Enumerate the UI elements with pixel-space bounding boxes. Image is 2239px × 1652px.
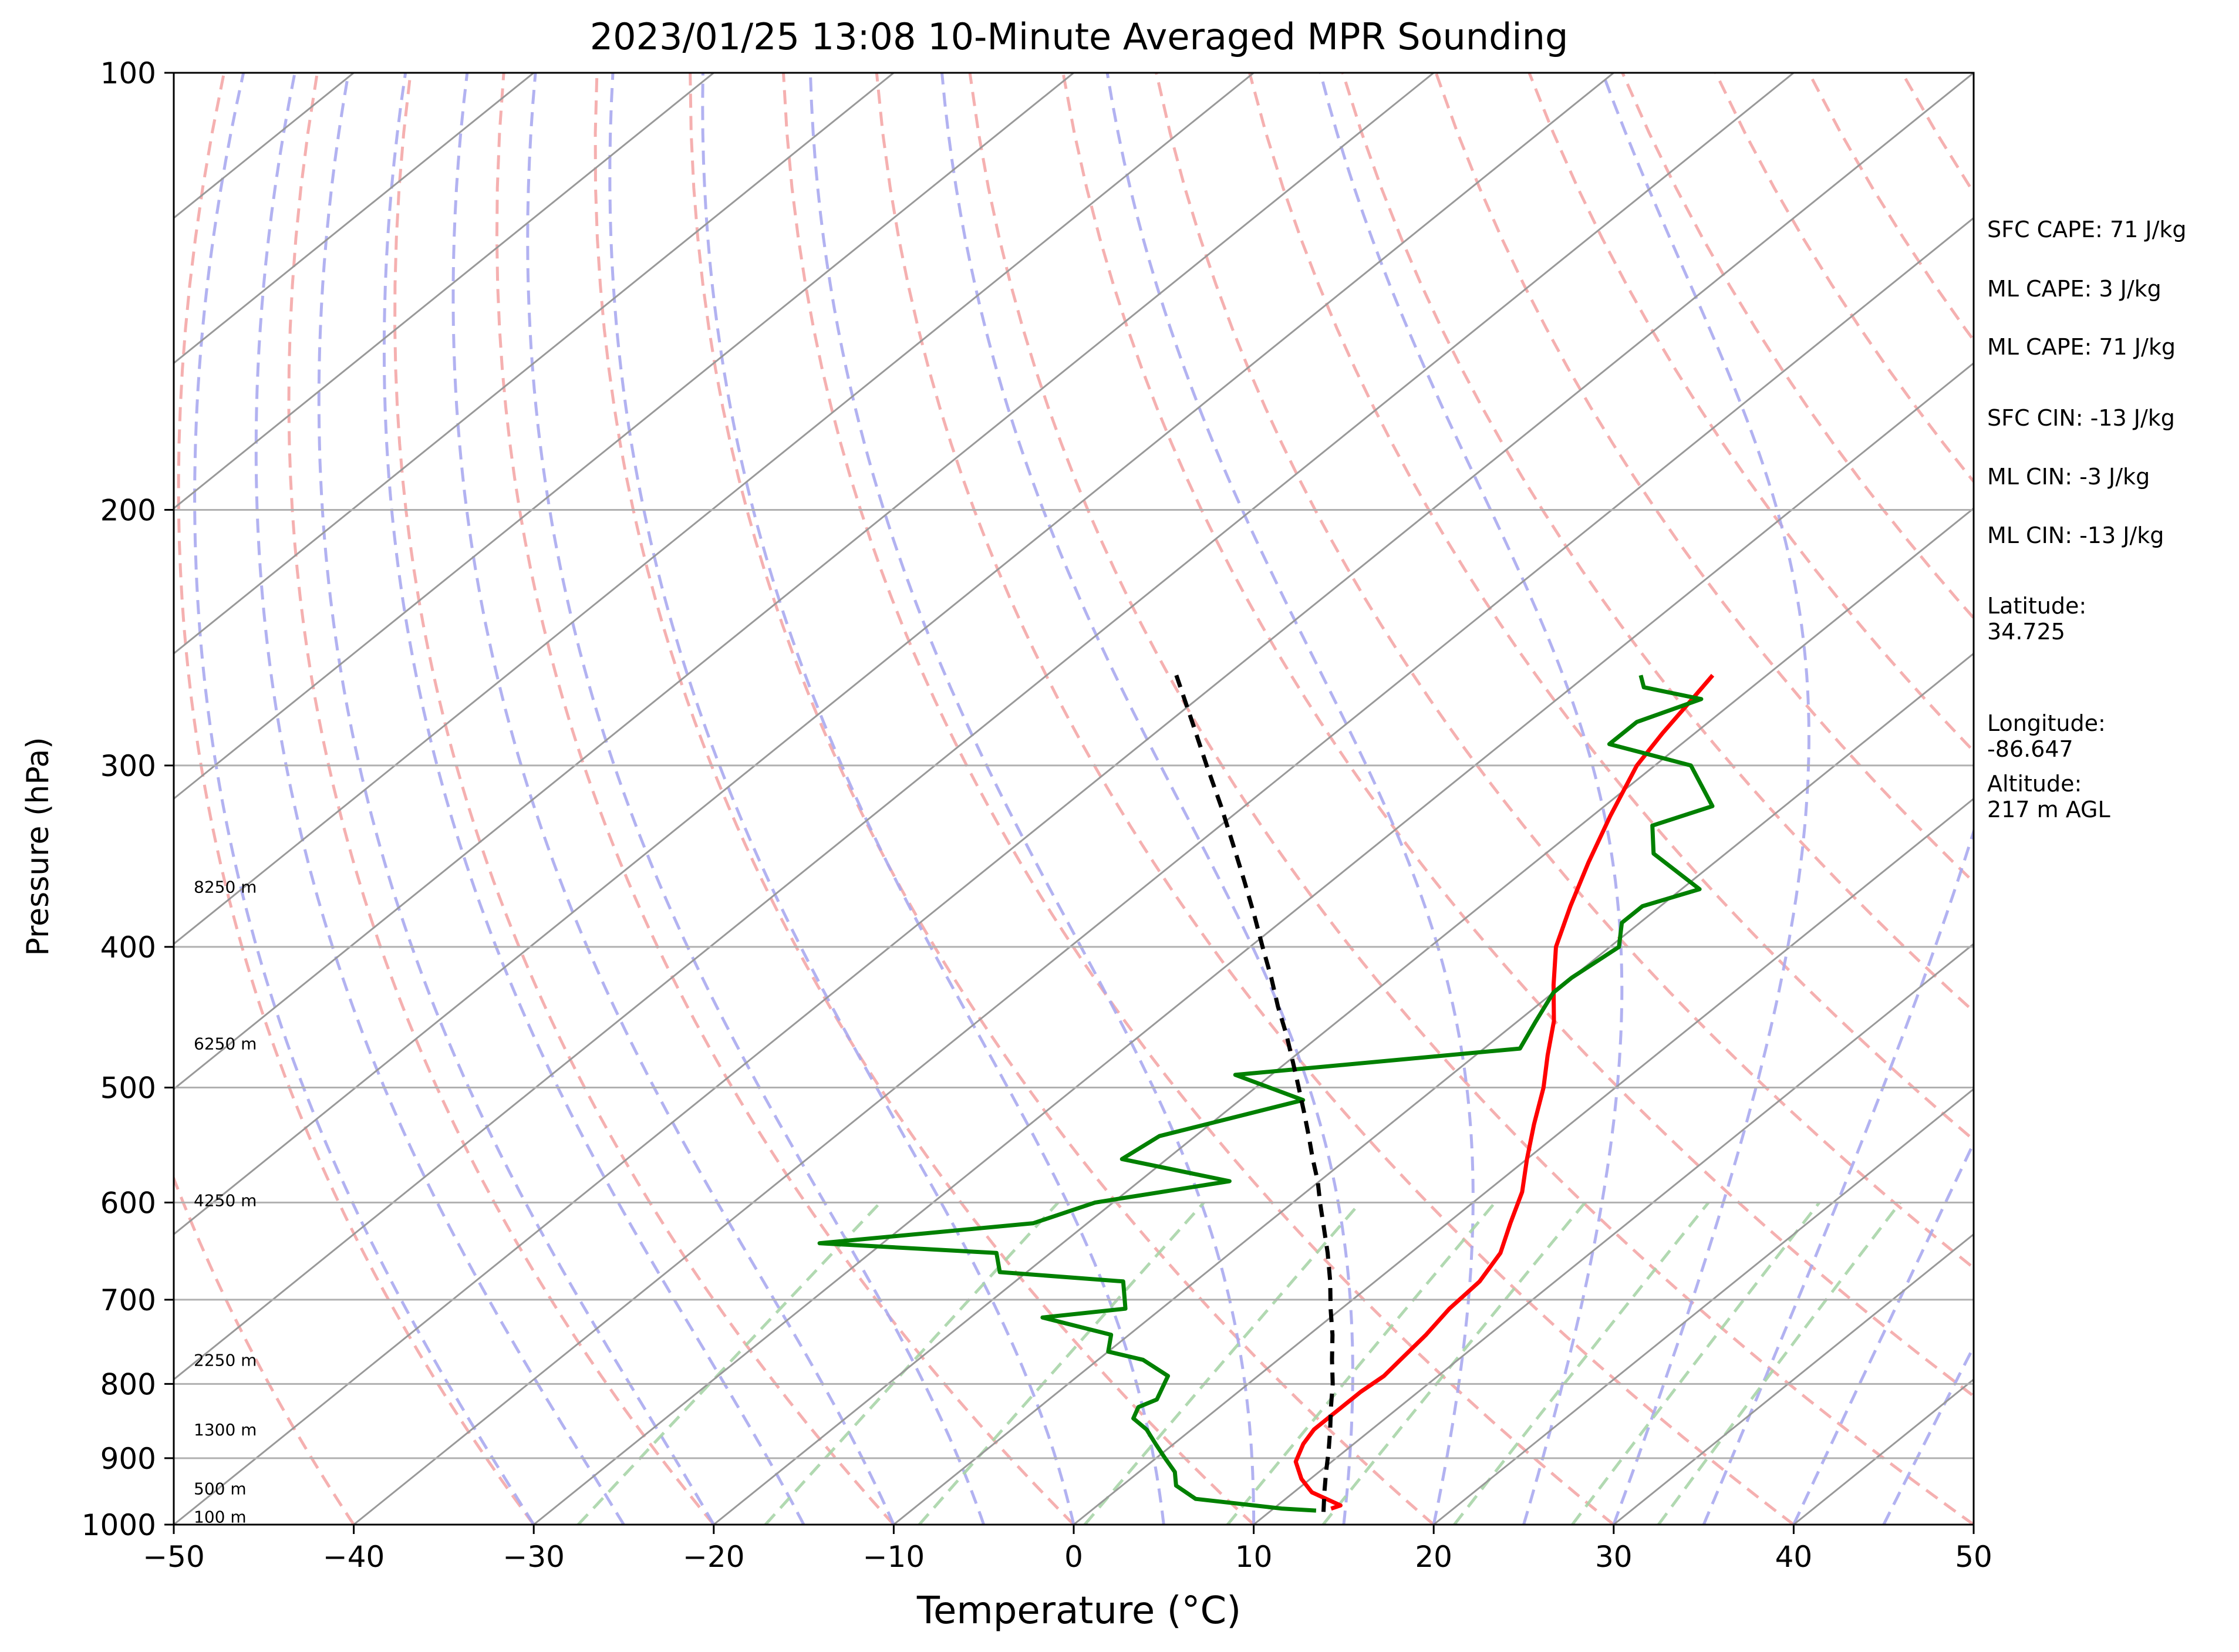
height-label: 8250 m: [194, 878, 257, 897]
y-tick-label: 200: [100, 493, 156, 527]
dry-adiabat-line: [784, 73, 1614, 1525]
plot-area: 100 m 500 m 1300 m 2250 m 4250 m 6250 m 8250 m…: [0, 56, 2239, 1574]
mixing-ratio-line: [1572, 1202, 1819, 1525]
height-label: 4250 m: [194, 1191, 257, 1210]
x-tick-label: 30: [1595, 1540, 1633, 1574]
moist-adiabat-line: [319, 73, 714, 1525]
info-annotation: ML CIN: -3 J/kg: [1987, 464, 2150, 490]
moist-adiabat-line: [942, 73, 1353, 1525]
dry-adiabat-line: [395, 73, 894, 1525]
info-annotation: ML CAPE: 71 J/kg: [1987, 334, 2176, 360]
moist-adiabat-line: [256, 73, 623, 1525]
x-tick-label: −10: [863, 1540, 925, 1574]
x-tick-label: −50: [143, 1540, 205, 1574]
y-tick-label: 800: [100, 1367, 156, 1401]
x-axis-label: Temperature (°C): [916, 1589, 1241, 1633]
x-tick-label: −40: [323, 1540, 385, 1574]
y-tick-label: 100: [100, 56, 156, 90]
mixing-ratio-line: [578, 1202, 881, 1525]
isotherm-line: [534, 73, 2239, 1525]
height-label: 6250 m: [194, 1034, 257, 1054]
y-tick-label: 1000: [82, 1508, 156, 1542]
y-tick-label: 300: [100, 749, 156, 783]
info-panel: SFC CAPE: 71 J/kg ML CAPE: 3 J/kg ML CAPE:…: [1987, 217, 2187, 822]
info-annotation: SFC CIN: -13 J/kg: [1987, 405, 2175, 431]
info-annotation: Altitude:217 m AGL: [1987, 771, 2110, 822]
height-label: 2250 m: [194, 1350, 257, 1370]
moist-adiabat-line: [195, 73, 534, 1525]
dry-adiabat-line: [2182, 73, 2239, 1525]
dry-adiabat-line: [178, 73, 534, 1525]
height-label: 1300 m: [194, 1420, 257, 1439]
moist-adiabat-line: [1107, 73, 1473, 1525]
info-annotation: SFC CAPE: 71 J/kg: [1987, 217, 2187, 242]
isotherm-line: [2154, 73, 2239, 1525]
y-tick-label: 400: [100, 930, 156, 965]
info-annotation: ML CAPE: 3 J/kg: [1987, 276, 2162, 302]
chart-title: 2023/01/25 13:08 10-Minute Averaged MPR …: [590, 15, 1569, 58]
y-tick-label: 500: [100, 1071, 156, 1105]
height-label: 500 m: [194, 1479, 247, 1499]
x-tick-label: 0: [1064, 1540, 1083, 1574]
plot-clip-group: [0, 73, 2239, 1525]
x-tick-label: −30: [503, 1540, 565, 1574]
y-axis-label: Pressure (hPa): [21, 737, 56, 956]
dry-adiabat-line: [876, 73, 1793, 1525]
x-tick-label: −20: [683, 1540, 745, 1574]
mixing-ratio-line: [766, 1202, 1058, 1525]
isotherm-line: [0, 73, 1074, 1525]
y-tick-label: 900: [100, 1442, 156, 1476]
dewpoint-line: [820, 675, 1712, 1511]
parcel-path-line: [1176, 675, 1333, 1512]
moist-adiabat-line: [453, 73, 893, 1525]
info-annotation: Longitude:-86.647: [1987, 710, 2106, 762]
info-annotation: Latitude:34.725: [1987, 593, 2086, 645]
moist-adiabat-line: [1320, 73, 1622, 1525]
mixing-ratio-line: [1085, 1202, 1360, 1525]
dry-adiabat-line: [595, 73, 1254, 1525]
mixing-ratio-line: [1228, 1202, 1495, 1525]
moist-adiabat-line: [703, 73, 1164, 1525]
height-label: 100 m: [194, 1507, 247, 1526]
info-annotation: ML CIN: -13 J/kg: [1987, 522, 2164, 548]
y-tick-label: 700: [100, 1283, 156, 1317]
x-tick-label: 40: [1775, 1540, 1813, 1574]
dry-adiabat-line: [970, 73, 1974, 1525]
moist-adiabat-line: [810, 73, 1253, 1525]
moist-adiabat-line: [384, 73, 804, 1525]
y-tick-label: 600: [100, 1186, 156, 1220]
x-tick-label: 20: [1415, 1540, 1452, 1574]
x-tick-label: 10: [1235, 1540, 1273, 1574]
x-tick-label: 50: [1955, 1540, 1992, 1574]
